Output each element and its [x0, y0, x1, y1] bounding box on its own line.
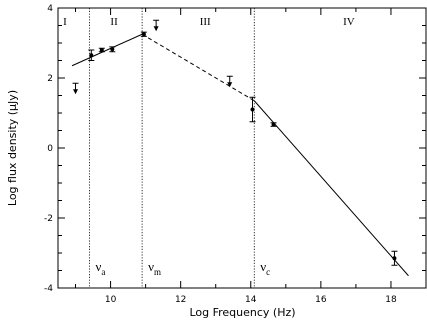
- break-label: νm: [148, 259, 161, 277]
- region-label: I: [63, 16, 67, 28]
- y-tick-label: 4: [47, 4, 53, 14]
- model-segment-dashed: [141, 33, 255, 102]
- data-point: [392, 256, 397, 261]
- y-tick-label: 0: [47, 144, 53, 154]
- region-label: IV: [343, 16, 355, 28]
- break-lines-layer: [89, 8, 255, 288]
- data-point: [110, 47, 115, 52]
- x-tick-label: 10: [105, 295, 117, 305]
- model-segment: [253, 100, 409, 277]
- upper-limit-arrow: [227, 82, 233, 88]
- data-point: [99, 48, 104, 52]
- y-axis-label: Log flux density (μJy): [6, 90, 19, 206]
- data-point: [141, 32, 146, 37]
- break-label-sub: m: [154, 267, 161, 277]
- x-tick-label: 12: [175, 295, 186, 305]
- y-tick-label: 2: [47, 74, 53, 84]
- x-tick-label: 14: [245, 295, 257, 305]
- x-tick-label: 16: [315, 295, 327, 305]
- region-label: III: [200, 16, 211, 28]
- break-label-sub: c: [266, 267, 270, 277]
- break-label-sub: a: [101, 267, 105, 277]
- region-label: II: [110, 16, 118, 28]
- upper-limit-arrow: [73, 89, 79, 95]
- data-points-layer: [72, 19, 398, 266]
- break-label: νa: [96, 259, 106, 277]
- x-tick-label: 18: [385, 295, 397, 305]
- model-segment: [71, 33, 143, 67]
- ticks-layer: [58, 7, 427, 289]
- data-point: [271, 122, 276, 127]
- x-axis-label: Log Frequency (Hz): [189, 306, 295, 319]
- data-point: [250, 107, 255, 112]
- upper-limit-arrow: [153, 26, 159, 32]
- model-lines-layer: [71, 33, 409, 277]
- data-point: [89, 53, 94, 58]
- y-tick-label: -2: [44, 214, 53, 224]
- y-tick-label: -4: [44, 284, 53, 294]
- break-label: νc: [260, 259, 270, 277]
